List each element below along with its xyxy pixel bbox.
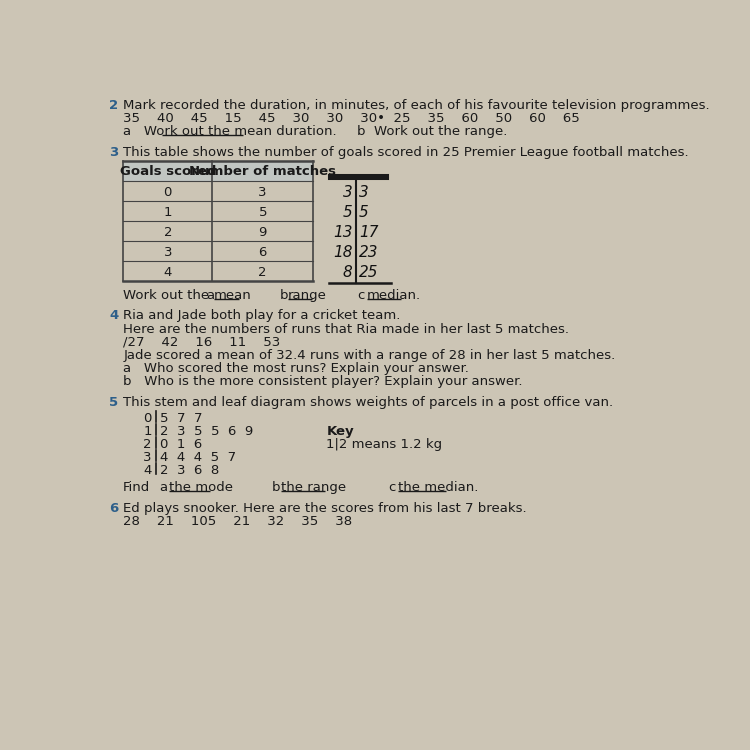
Text: Here are the numbers of runs that Ria made in her last 5 matches.: Here are the numbers of runs that Ria ma…	[123, 322, 569, 335]
Text: 4  4  4  5  7: 4 4 4 5 7	[160, 452, 236, 464]
Text: 3: 3	[143, 452, 152, 464]
Text: 6: 6	[259, 246, 267, 259]
Text: 3: 3	[343, 184, 352, 200]
Text: 28    21    105    21    32    35    38: 28 21 105 21 32 35 38	[123, 515, 352, 528]
Text: b   Who is the more consistent player? Explain your answer.: b Who is the more consistent player? Exp…	[123, 375, 523, 388]
Text: 5: 5	[259, 206, 267, 219]
Text: median.: median.	[367, 289, 421, 302]
Text: Ed plays snooker. Here are the scores from his last 7 breaks.: Ed plays snooker. Here are the scores fr…	[123, 502, 526, 515]
Text: 2: 2	[143, 438, 152, 451]
Text: 4: 4	[143, 464, 152, 477]
Text: 2  3  6  8: 2 3 6 8	[160, 464, 219, 477]
Text: 18: 18	[333, 244, 352, 260]
Text: b: b	[272, 482, 280, 494]
Text: Jade scored a mean of 32.4 runs with a range of 28 in her last 5 matches.: Jade scored a mean of 32.4 runs with a r…	[123, 349, 616, 361]
Text: Key: Key	[326, 425, 354, 438]
Text: mean: mean	[214, 289, 251, 302]
Text: 5: 5	[358, 205, 368, 220]
Text: 2: 2	[164, 226, 172, 239]
Text: 4: 4	[110, 310, 118, 322]
Text: Work out the: Work out the	[123, 289, 209, 302]
Text: the range: the range	[281, 482, 346, 494]
Text: 0: 0	[164, 186, 172, 200]
Text: 17: 17	[358, 225, 378, 240]
Text: a   Who scored the most runs? Explain your answer.: a Who scored the most runs? Explain your…	[123, 362, 469, 375]
Text: 35    40    45    15    45    30    30    30•  25    35    60    50    60    65: 35 40 45 15 45 30 30 30• 25 35 60 50 60 …	[123, 112, 580, 125]
Text: This table shows the number of goals scored in 25 Premier League football matche: This table shows the number of goals sco…	[123, 146, 688, 159]
Text: the median.: the median.	[398, 482, 478, 494]
Text: 2  3  5  5  6  9: 2 3 5 5 6 9	[160, 425, 253, 438]
Text: a   Work out the mean duration.: a Work out the mean duration.	[123, 125, 337, 139]
Bar	[123, 160, 313, 181]
Text: Number of matches: Number of matches	[189, 166, 336, 178]
Text: 2: 2	[110, 99, 118, 112]
Text: 6: 6	[110, 502, 118, 515]
Text: c: c	[388, 482, 396, 494]
Text: 25: 25	[358, 265, 378, 280]
Text: 23: 23	[358, 244, 378, 260]
Text: 1|2 means 1.2 kg: 1|2 means 1.2 kg	[326, 438, 442, 451]
Text: 5: 5	[110, 396, 118, 409]
Text: 5: 5	[343, 205, 352, 220]
Text: 8: 8	[343, 265, 352, 280]
Text: This stem and leaf diagram shows weights of parcels in a post office van.: This stem and leaf diagram shows weights…	[123, 396, 614, 409]
Text: a: a	[160, 482, 168, 494]
Text: 13: 13	[333, 225, 352, 240]
Text: 4: 4	[164, 266, 172, 279]
Text: 5  7  7: 5 7 7	[160, 412, 202, 424]
Text: 9: 9	[259, 226, 267, 239]
Text: /27    42    16    11    53: /27 42 16 11 53	[123, 336, 280, 349]
Text: the mode: the mode	[169, 482, 233, 494]
Text: 0  1  6: 0 1 6	[160, 438, 202, 451]
Text: 1: 1	[143, 425, 152, 438]
Text: a: a	[206, 289, 214, 302]
Text: 3: 3	[164, 246, 172, 259]
Text: 3: 3	[259, 186, 267, 200]
Text: range: range	[287, 289, 326, 302]
Text: b: b	[280, 289, 288, 302]
Text: Ria and Jade both play for a cricket team.: Ria and Jade both play for a cricket tea…	[123, 310, 400, 322]
Text: c: c	[357, 289, 364, 302]
Text: 1: 1	[164, 206, 172, 219]
Text: 0: 0	[143, 412, 152, 424]
Text: 3: 3	[358, 184, 368, 200]
Text: 2: 2	[259, 266, 267, 279]
Text: Mark recorded the duration, in minutes, of each of his favourite television prog: Mark recorded the duration, in minutes, …	[123, 99, 709, 112]
Text: 3: 3	[110, 146, 118, 159]
Text: Find: Find	[123, 482, 151, 494]
Text: Goals scored: Goals scored	[119, 166, 216, 178]
Text: b  Work out the range.: b Work out the range.	[357, 125, 508, 139]
